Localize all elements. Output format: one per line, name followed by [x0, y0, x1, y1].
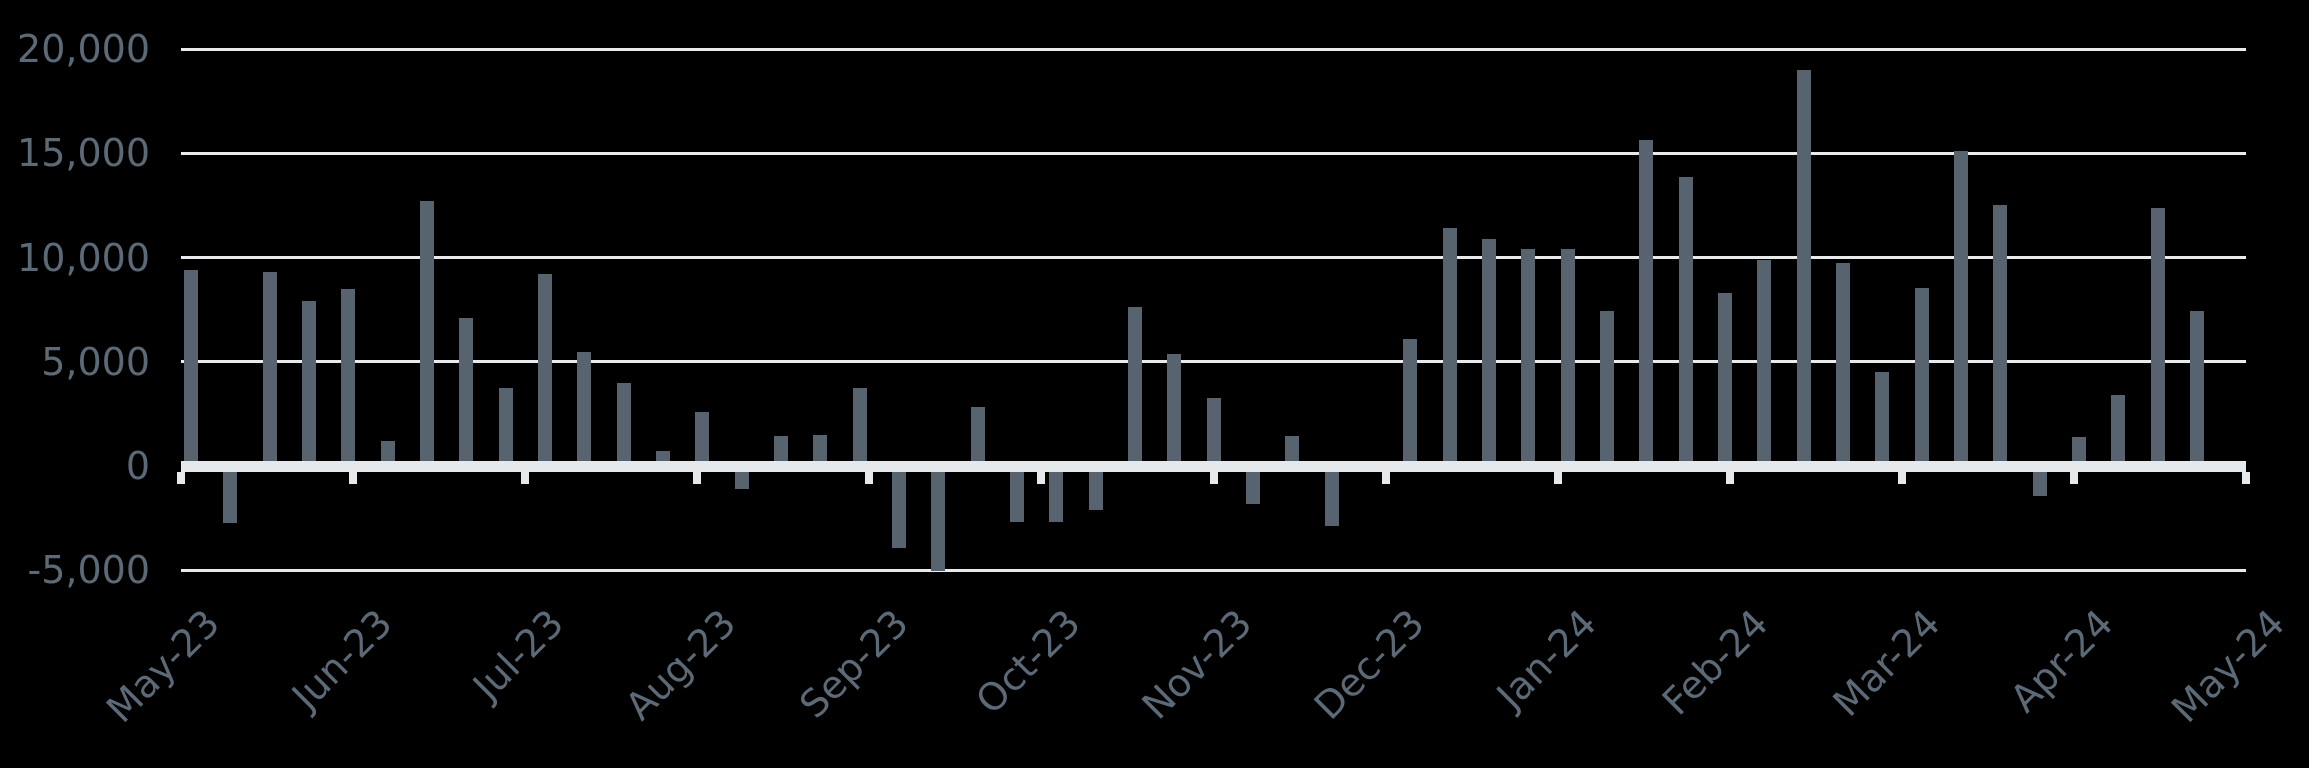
- gridline-15000: [181, 151, 2246, 155]
- y-axis-tick-label: 5,000: [41, 339, 150, 384]
- month-tick: [1209, 471, 1218, 484]
- bar: [2032, 466, 2047, 496]
- x-axis-tick-label: Feb-24: [1654, 601, 1777, 724]
- bar: [1245, 466, 1260, 504]
- bar: [1796, 70, 1811, 466]
- bar: [2111, 395, 2126, 466]
- bar: [891, 466, 906, 549]
- month-tick: [865, 471, 874, 484]
- bar: [2071, 436, 2086, 466]
- bar: [1599, 310, 1614, 466]
- bar: [1560, 249, 1575, 466]
- gridline-20000: [181, 47, 2246, 51]
- bar: [695, 411, 710, 466]
- bar: [1324, 466, 1339, 527]
- month-tick: [1897, 471, 1906, 484]
- y-axis-tick-label: -5,000: [27, 548, 151, 593]
- month-tick: [521, 471, 530, 484]
- x-axis-tick-label: May-24: [2163, 601, 2294, 732]
- bar: [1993, 204, 2008, 466]
- bar: [931, 466, 946, 572]
- bar: [1088, 466, 1103, 510]
- bar: [1757, 260, 1772, 466]
- month-tick: [2069, 471, 2078, 484]
- x-axis-tick-label: Nov-23: [1133, 601, 1261, 728]
- x-axis-tick-label: Jan-24: [1488, 601, 1605, 718]
- month-tick: [1725, 471, 1734, 484]
- x-axis-tick-label: May-23: [98, 601, 229, 732]
- x-axis-tick-label: Dec-23: [1305, 601, 1433, 729]
- bar: [1875, 371, 1890, 466]
- bar: [1009, 466, 1024, 523]
- x-axis-tick-label: Apr-24: [2001, 601, 2122, 721]
- bar: [1285, 435, 1300, 466]
- bar: [420, 201, 434, 466]
- x-axis-tick-label: Mar-24: [1824, 601, 1949, 725]
- bar: [302, 301, 316, 466]
- bar: [262, 272, 277, 466]
- bar: [459, 318, 474, 466]
- x-axis-tick-label: Jul-23: [464, 601, 573, 709]
- bar: [1953, 151, 1968, 466]
- month-tick: [2242, 471, 2250, 484]
- month-tick: [1553, 471, 1562, 484]
- y-axis-tick-label: 15,000: [17, 131, 150, 176]
- bar: [1914, 288, 1929, 466]
- gridline-10000: [181, 256, 2246, 260]
- x-axis-tick-label: Jun-23: [283, 601, 401, 718]
- month-tick: [1381, 471, 1390, 484]
- bar: [341, 288, 356, 466]
- bar: [970, 407, 985, 466]
- month-tick: [177, 471, 185, 484]
- bar: [577, 352, 592, 466]
- bar: [1835, 262, 1850, 466]
- bar: [1639, 139, 1654, 466]
- bar: [773, 435, 788, 466]
- bar: [1717, 293, 1732, 466]
- month-tick: [693, 471, 702, 484]
- bar: [813, 434, 828, 466]
- bar: [1167, 353, 1182, 466]
- bar: [2189, 310, 2204, 466]
- bar: [2150, 207, 2165, 466]
- month-tick: [1037, 471, 1046, 484]
- month-tick: [349, 471, 358, 484]
- x-axis-tick-label: Sep-23: [790, 601, 917, 727]
- gridline-5000: [181, 360, 2246, 364]
- y-axis-tick-label: 20,000: [17, 27, 150, 72]
- bar: [734, 466, 749, 489]
- bar: [1206, 398, 1221, 466]
- bar: [184, 270, 198, 466]
- y-axis-tick-label: 10,000: [17, 235, 150, 280]
- bar: [1403, 338, 1418, 466]
- bar: [1678, 177, 1693, 466]
- bar: [616, 382, 631, 466]
- gridline--5000: [181, 568, 2246, 572]
- x-axis-tick-label: Oct-23: [967, 601, 1089, 723]
- bar: [852, 387, 867, 467]
- bar: [380, 441, 395, 466]
- bar: [1049, 466, 1064, 523]
- bar: [1127, 306, 1142, 466]
- zero-axis-line: [181, 460, 2246, 472]
- bar: [223, 466, 238, 524]
- bar: [538, 274, 552, 466]
- x-axis-tick-label: Aug-23: [616, 601, 745, 729]
- bar: [1521, 249, 1536, 466]
- bar: [1481, 238, 1496, 466]
- bar: [498, 388, 513, 466]
- y-axis-tick-label: 0: [125, 444, 150, 488]
- bar: [1442, 228, 1457, 466]
